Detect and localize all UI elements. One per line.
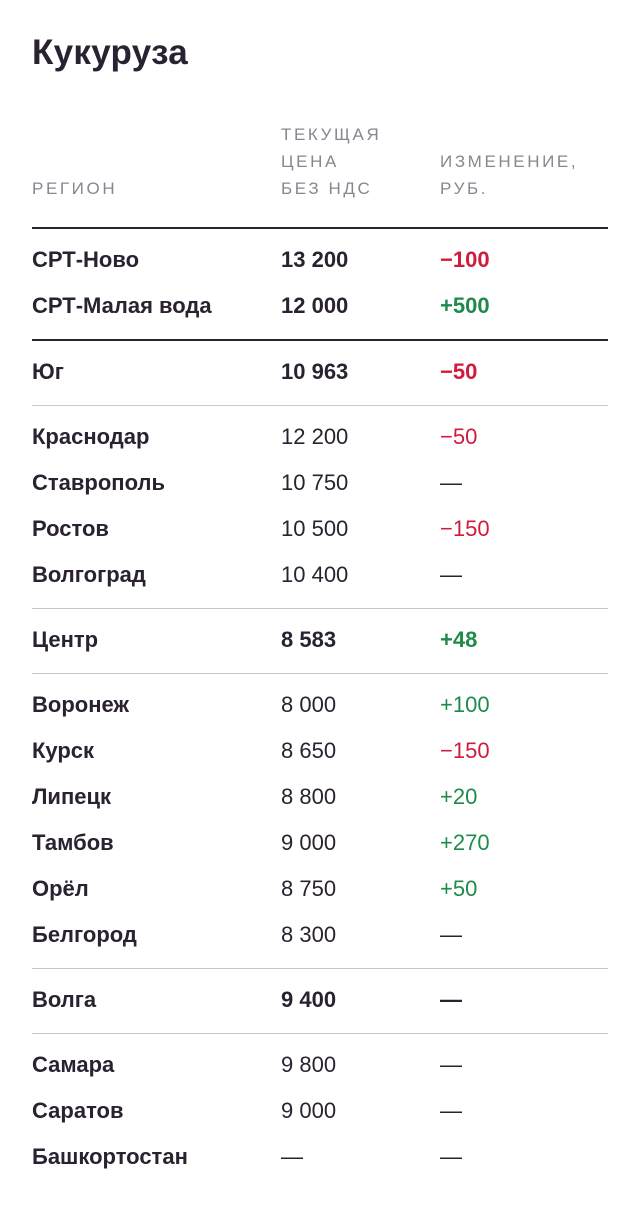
price-cell: 9 800 bbox=[281, 1052, 337, 1077]
change-cell: −50 bbox=[440, 359, 478, 384]
table-group: Волга 9 400 — bbox=[32, 969, 608, 1034]
change-cell: — bbox=[440, 1052, 462, 1077]
change-cell: +270 bbox=[440, 830, 490, 855]
price-cell: 10 963 bbox=[281, 359, 349, 384]
region-cell: Волга bbox=[32, 987, 97, 1012]
table-group: СРТ-Ново 13 200 −100 СРТ-Малая вода 12 000 +5… bbox=[32, 229, 608, 341]
table-row: Саратов 9 000 — bbox=[32, 1088, 608, 1134]
table-group: Воронеж 8 000 +100 Курск 8 650 −150 Липецк 8 80… bbox=[32, 674, 608, 969]
change-cell: — bbox=[440, 987, 462, 1012]
region-cell: СРТ-Малая вода bbox=[32, 293, 212, 318]
change-cell: −150 bbox=[440, 516, 490, 541]
region-cell: Самара bbox=[32, 1052, 115, 1077]
table-row: СРТ-Ново 13 200 −100 bbox=[32, 237, 608, 283]
column-header-region: РЕГИОН bbox=[32, 175, 117, 202]
region-cell: СРТ-Ново bbox=[32, 247, 140, 272]
region-cell: Тамбов bbox=[32, 830, 114, 855]
price-cell: 8 650 bbox=[281, 738, 337, 763]
price-cell: 8 583 bbox=[281, 627, 337, 652]
table-group: Самара 9 800 — Саратов 9 000 — Башкортостан — — bbox=[32, 1034, 608, 1190]
column-header-change-line: РУБ. bbox=[440, 179, 489, 198]
table-row: Волгоград 10 400 — bbox=[32, 552, 608, 598]
region-cell: Липецк bbox=[32, 784, 112, 809]
region-cell: Волгоград bbox=[32, 562, 146, 587]
price-cell: 9 000 bbox=[281, 830, 337, 855]
price-cell: 10 500 bbox=[281, 516, 349, 541]
table-row: Башкортостан — — bbox=[32, 1134, 608, 1180]
table-row: Ставрополь 10 750 — bbox=[32, 460, 608, 506]
change-cell: +100 bbox=[440, 692, 490, 717]
region-cell: Башкортостан bbox=[32, 1144, 188, 1169]
region-cell: Воронеж bbox=[32, 692, 130, 717]
change-cell: +48 bbox=[440, 627, 478, 652]
page-title: Кукуруза bbox=[32, 33, 189, 72]
column-header-price-line: БЕЗ НДС bbox=[281, 179, 373, 198]
table-header: РЕГИОН ТЕКУЩАЯ ЦЕНА БЕЗ НДС ИЗМЕНЕНИЕ, Р… bbox=[32, 85, 608, 229]
price-cell: — bbox=[281, 1144, 303, 1169]
region-cell: Орёл bbox=[32, 876, 89, 901]
table-row: Орёл 8 750 +50 bbox=[32, 866, 608, 912]
price-cell: 10 750 bbox=[281, 470, 349, 495]
price-cell: 12 000 bbox=[281, 293, 349, 318]
table-row: Краснодар 12 200 −50 bbox=[32, 414, 608, 460]
table-row: Курск 8 650 −150 bbox=[32, 728, 608, 774]
price-cell: 8 800 bbox=[281, 784, 337, 809]
table-row: Ростов 10 500 −150 bbox=[32, 506, 608, 552]
table-row: Липецк 8 800 +20 bbox=[32, 774, 608, 820]
column-header-region-label: РЕГИОН bbox=[32, 179, 118, 198]
price-cell: 9 400 bbox=[281, 987, 337, 1012]
change-cell: −100 bbox=[440, 247, 490, 272]
change-cell: −150 bbox=[440, 738, 490, 763]
region-cell: Юг bbox=[32, 359, 64, 384]
region-cell: Курск bbox=[32, 738, 95, 763]
price-cell: 8 750 bbox=[281, 876, 337, 901]
table-row: Тамбов 9 000 +270 bbox=[32, 820, 608, 866]
table-row: СРТ-Малая вода 12 000 +500 bbox=[32, 283, 608, 329]
table-row: Волга 9 400 — bbox=[32, 977, 608, 1023]
table-group: Юг 10 963 −50 bbox=[32, 341, 608, 406]
price-cell: 8 300 bbox=[281, 922, 337, 947]
price-cell: 13 200 bbox=[281, 247, 349, 272]
table-row: Центр 8 583 +48 bbox=[32, 617, 608, 663]
price-cell: 8 000 bbox=[281, 692, 337, 717]
column-header-change-line: ИЗМЕНЕНИЕ, bbox=[440, 152, 579, 171]
change-cell: +50 bbox=[440, 876, 478, 901]
region-cell: Центр bbox=[32, 627, 99, 652]
region-cell: Саратов bbox=[32, 1098, 124, 1123]
change-cell: — bbox=[440, 922, 462, 947]
change-cell: — bbox=[440, 1098, 462, 1123]
column-header-change: ИЗМЕНЕНИЕ, РУБ. bbox=[440, 148, 578, 202]
region-cell: Ставрополь bbox=[32, 470, 165, 495]
table-group: Краснодар 12 200 −50 Ставрополь 10 750 — Росто… bbox=[32, 406, 608, 609]
price-cell: 9 000 bbox=[281, 1098, 337, 1123]
change-cell: — bbox=[440, 562, 462, 587]
table-group: Центр 8 583 +48 bbox=[32, 609, 608, 674]
change-cell: +500 bbox=[440, 293, 490, 318]
change-cell: +20 bbox=[440, 784, 478, 809]
region-cell: Краснодар bbox=[32, 424, 150, 449]
column-header-price-line: ТЕКУЩАЯ bbox=[281, 125, 382, 144]
column-header-price-line: ЦЕНА bbox=[281, 152, 339, 171]
region-cell: Белгород bbox=[32, 922, 137, 947]
table-row: Юг 10 963 −50 bbox=[32, 349, 608, 395]
table-body: СРТ-Ново 13 200 −100 СРТ-Малая вода 12 000 +5… bbox=[32, 229, 608, 1190]
table-row: Воронеж 8 000 +100 bbox=[32, 682, 608, 728]
region-cell: Ростов bbox=[32, 516, 109, 541]
change-cell: −50 bbox=[440, 424, 478, 449]
table-row: Самара 9 800 — bbox=[32, 1042, 608, 1088]
change-cell: — bbox=[440, 1144, 462, 1169]
price-cell: 10 400 bbox=[281, 562, 349, 587]
table-row: Белгород 8 300 — bbox=[32, 912, 608, 958]
column-header-price: ТЕКУЩАЯ ЦЕНА БЕЗ НДС bbox=[281, 121, 381, 202]
price-cell: 12 200 bbox=[281, 424, 349, 449]
change-cell: — bbox=[440, 470, 462, 495]
